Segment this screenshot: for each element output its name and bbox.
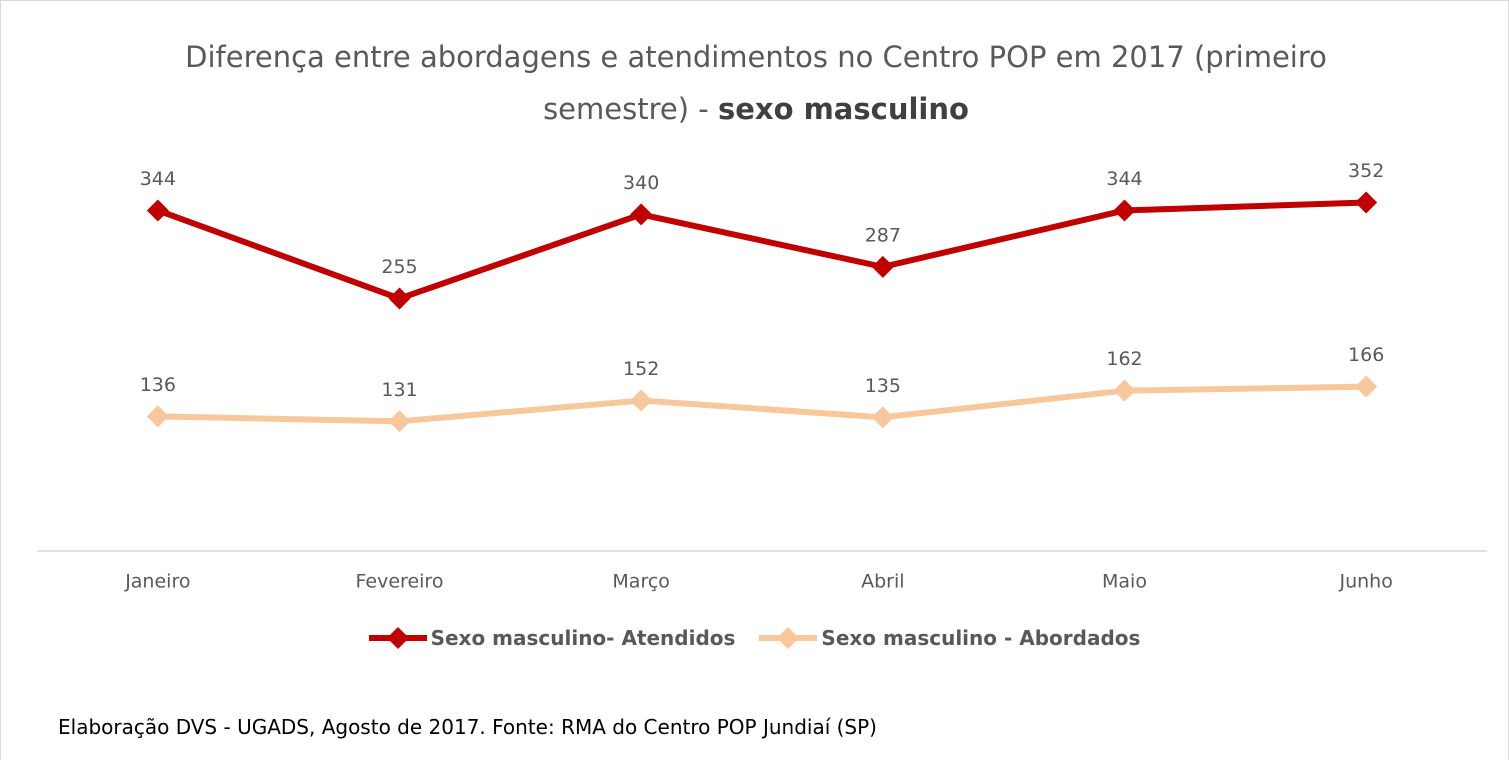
data-point bbox=[871, 406, 894, 429]
x-tick-label: Janeiro bbox=[124, 571, 190, 593]
source-note: Elaboração DVS - UGADS, Agosto de 2017. … bbox=[58, 715, 877, 739]
legend-label: Sexo masculino - Abordados bbox=[821, 626, 1141, 650]
data-point bbox=[1113, 199, 1136, 222]
data-label: 344 bbox=[140, 168, 176, 190]
title-emphasis: sexo masculino bbox=[717, 92, 969, 126]
data-label: 136 bbox=[140, 374, 176, 396]
data-label: 131 bbox=[381, 379, 417, 401]
legend-marker bbox=[368, 627, 427, 649]
data-label: 152 bbox=[623, 358, 659, 380]
legend: Sexo masculino- Atendidos Sexo masculino … bbox=[1, 625, 1508, 651]
data-point bbox=[146, 405, 169, 428]
data-point bbox=[388, 410, 411, 433]
series-line bbox=[156, 199, 1367, 302]
data-label: 135 bbox=[865, 375, 901, 397]
x-tick-label: Abril bbox=[861, 571, 904, 593]
data-point bbox=[871, 255, 894, 278]
data-label: 352 bbox=[1348, 160, 1384, 182]
legend-entry: Sexo masculino- Atendidos bbox=[368, 625, 736, 651]
data-label: 255 bbox=[381, 256, 417, 278]
data-point bbox=[630, 389, 653, 412]
chart-title: Diferença entre abordagens e atendimento… bbox=[141, 31, 1371, 135]
data-label: 162 bbox=[1106, 348, 1142, 370]
data-label: 287 bbox=[865, 224, 901, 246]
series-line bbox=[157, 383, 1367, 425]
title-text: Diferença entre abordagens e atendimento… bbox=[185, 40, 1327, 126]
data-point bbox=[1113, 379, 1136, 402]
legend-diamond bbox=[777, 627, 800, 649]
x-tick-label: Março bbox=[612, 571, 670, 593]
legend-diamond bbox=[386, 627, 409, 649]
data-point bbox=[388, 287, 411, 310]
x-tick-label: Junho bbox=[1338, 571, 1392, 593]
legend-entry: Sexo masculino - Abordados bbox=[759, 625, 1140, 651]
legend-marker bbox=[759, 627, 818, 649]
legend-label: Sexo masculino- Atendidos bbox=[430, 626, 736, 650]
data-point bbox=[630, 203, 653, 226]
x-tick-label: Fevereiro bbox=[356, 571, 444, 593]
data-point bbox=[1355, 191, 1378, 214]
data-point bbox=[1355, 375, 1378, 398]
data-label: 340 bbox=[623, 172, 659, 194]
data-label: 166 bbox=[1348, 344, 1384, 366]
x-tick-label: Maio bbox=[1102, 571, 1147, 593]
data-label: 344 bbox=[1106, 168, 1142, 190]
data-point bbox=[146, 199, 169, 222]
